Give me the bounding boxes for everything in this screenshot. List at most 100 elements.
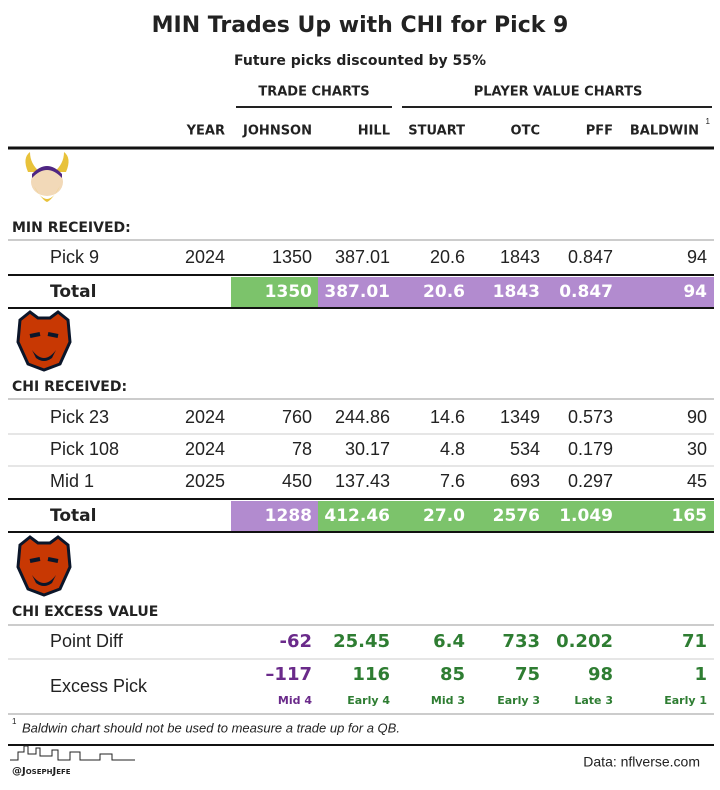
cell: 1 xyxy=(694,664,707,685)
cell: 1349 xyxy=(500,407,540,427)
cell: 693 xyxy=(510,471,540,491)
cell: 30 xyxy=(687,439,707,459)
total-cell-bg xyxy=(318,277,398,307)
total-label: Total xyxy=(50,506,96,526)
cell: 2025 xyxy=(185,471,225,491)
cell: -62 xyxy=(279,631,312,652)
total-cell: 1843 xyxy=(493,282,540,302)
group-header: PLAYER VALUE CHARTS xyxy=(474,85,643,100)
column-header: HILL xyxy=(358,124,390,139)
cell: 450 xyxy=(282,471,312,491)
total-cell-bg xyxy=(398,277,472,307)
footnote-marker: 1 xyxy=(706,117,711,126)
cell: 0.179 xyxy=(568,439,613,459)
cell: 534 xyxy=(510,439,540,459)
handle: @JosephJefe xyxy=(12,766,71,777)
cell: 2024 xyxy=(185,439,225,459)
title: MIN Trades Up with CHI for Pick 9 xyxy=(152,13,569,38)
total-cell-bg xyxy=(548,277,620,307)
chi-logo xyxy=(16,310,72,372)
column-header: OTC xyxy=(511,124,540,139)
row-label: Excess Pick xyxy=(50,676,148,696)
pick-note: Early 4 xyxy=(347,694,390,707)
total-cell-bg xyxy=(620,277,714,307)
cell: 1843 xyxy=(500,247,540,267)
cell: 71 xyxy=(682,631,707,652)
total-cell-bg xyxy=(231,277,318,307)
pick-note: Early 3 xyxy=(497,694,540,707)
pick-note: Early 1 xyxy=(664,694,707,707)
total-cell-bg xyxy=(318,501,398,531)
column-header: JOHNSON xyxy=(242,124,312,139)
cell: 116 xyxy=(352,664,390,685)
cell: 733 xyxy=(502,631,540,652)
cell: 78 xyxy=(292,439,312,459)
cell: 387.01 xyxy=(335,247,390,267)
cell: 85 xyxy=(440,664,465,685)
cell: 2024 xyxy=(185,407,225,427)
pick-note: Mid 4 xyxy=(278,694,312,707)
total-cell-bg xyxy=(398,501,472,531)
group-header: TRADE CHARTS xyxy=(258,85,369,100)
total-cell: 20.6 xyxy=(423,282,465,302)
cell: 98 xyxy=(588,664,613,685)
cell: 6.4 xyxy=(433,631,465,652)
chi-logo xyxy=(16,535,72,597)
row-label: Pick 9 xyxy=(50,247,99,267)
total-cell: 1350 xyxy=(265,282,312,302)
total-cell: 165 xyxy=(672,506,708,526)
pick-note: Mid 3 xyxy=(431,694,465,707)
cell: 94 xyxy=(687,247,707,267)
row-label: Pick 108 xyxy=(50,439,119,459)
cell: 75 xyxy=(515,664,540,685)
total-cell: 94 xyxy=(683,282,707,302)
total-cell-bg xyxy=(472,277,548,307)
cell: 20.6 xyxy=(430,247,465,267)
source: Data: nflverse.com xyxy=(583,754,700,770)
total-cell: 27.0 xyxy=(423,506,465,526)
total-label: Total xyxy=(50,282,96,302)
footnote-marker: 1 xyxy=(12,717,17,726)
cell: 0.573 xyxy=(568,407,613,427)
cell: 30.17 xyxy=(345,439,390,459)
total-cell: 2576 xyxy=(493,506,540,526)
total-cell-bg xyxy=(548,501,620,531)
skyline xyxy=(10,745,135,761)
row-label: Point Diff xyxy=(50,631,124,651)
total-cell-bg xyxy=(472,501,548,531)
pick-note: Late 3 xyxy=(574,694,613,707)
footnote: Baldwin chart should not be used to meas… xyxy=(22,720,400,735)
total-cell: 0.847 xyxy=(559,282,613,302)
total-cell: 412.46 xyxy=(324,506,390,526)
total-cell: 1.049 xyxy=(559,506,613,526)
cell: 7.6 xyxy=(440,471,465,491)
column-header: BALDWIN xyxy=(630,124,699,139)
cell: 45 xyxy=(687,471,707,491)
cell: 90 xyxy=(687,407,707,427)
cell: 244.86 xyxy=(335,407,390,427)
cell: 1350 xyxy=(272,247,312,267)
total-cell: 1288 xyxy=(265,506,312,526)
subtitle: Future picks discounted by 55% xyxy=(234,53,486,69)
total-cell-bg xyxy=(231,501,318,531)
total-cell-bg xyxy=(620,501,714,531)
cell: 0.297 xyxy=(568,471,613,491)
row-label: Mid 1 xyxy=(50,471,94,491)
section-label: CHI EXCESS VALUE xyxy=(12,604,158,620)
column-header: YEAR xyxy=(186,124,225,139)
total-cell: 387.01 xyxy=(324,282,390,302)
cell: 137.43 xyxy=(335,471,390,491)
column-header: STUART xyxy=(408,124,465,139)
cell: 14.6 xyxy=(430,407,465,427)
cell: 25.45 xyxy=(333,631,390,652)
cell: 0.847 xyxy=(568,247,613,267)
min-logo xyxy=(25,152,69,202)
cell: 0.202 xyxy=(556,631,613,652)
row-label: Pick 23 xyxy=(50,407,109,427)
section-label: MIN RECEIVED: xyxy=(12,220,131,236)
cell: 760 xyxy=(282,407,312,427)
cell: 4.8 xyxy=(440,439,465,459)
column-header: PFF xyxy=(586,124,613,139)
